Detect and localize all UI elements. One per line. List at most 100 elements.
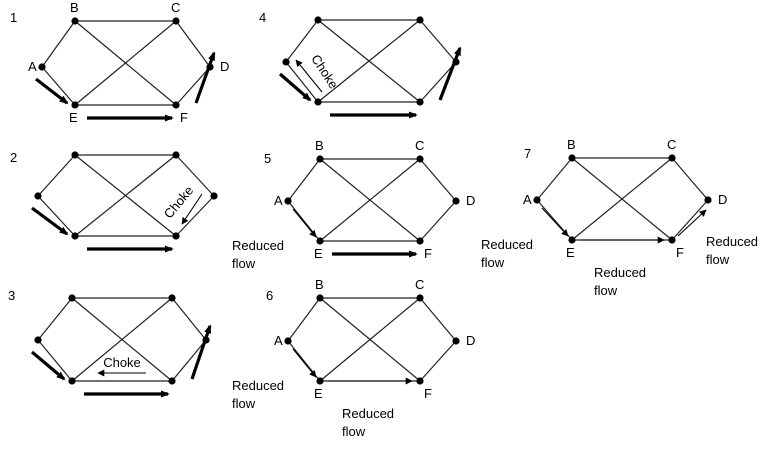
node-c <box>416 16 424 24</box>
node-c <box>416 155 424 163</box>
node-a <box>34 336 42 344</box>
reduced-flow-note-a-e: Reduced flow <box>481 237 533 270</box>
flow-arrow-a-e <box>292 348 317 378</box>
road-a-e <box>37 339 73 382</box>
road-f-d <box>419 340 457 382</box>
panel-number: 5 <box>264 151 271 166</box>
road-a-b <box>37 297 73 341</box>
panel-7: 7 A B C D E F Reduced flow Reduced flow Reduced flow <box>481 137 758 298</box>
road-a-e <box>287 200 321 242</box>
road-a-b <box>287 297 321 342</box>
reduced-flow-note-a-e: Reduced flow <box>232 238 284 271</box>
node-e <box>71 101 79 109</box>
road-c-e <box>74 154 177 237</box>
node-f <box>172 232 180 240</box>
panel-4: 4 Choke <box>259 10 462 119</box>
node-c <box>172 17 180 25</box>
choke-arrow-d-f <box>181 193 203 225</box>
flow-arrow-f-d <box>194 51 216 104</box>
node-label-a: A <box>274 333 283 348</box>
node-e <box>568 236 576 244</box>
panel-3: 3 Choke <box>8 288 212 398</box>
node-label-d: D <box>466 193 475 208</box>
flow-arrow-a-e <box>31 206 69 236</box>
node-c <box>668 154 676 162</box>
node-c <box>168 294 176 302</box>
node-a <box>284 197 292 205</box>
road-f-d <box>175 66 211 106</box>
road-a-b <box>536 157 573 201</box>
node-e <box>316 237 324 245</box>
panel-6: 6 A B C D E F Reduced flow Reduced flow <box>232 277 475 439</box>
road-c-d <box>419 19 457 63</box>
choke-label: Choke <box>103 355 141 370</box>
node-label-c: C <box>415 277 424 292</box>
node-b <box>71 151 79 159</box>
node-d <box>210 192 218 200</box>
node-label-f: F <box>424 246 432 261</box>
node-e <box>314 98 322 106</box>
node-b <box>568 154 576 162</box>
node-label-c: C <box>171 0 180 15</box>
node-f <box>172 101 180 109</box>
road-c-d <box>419 297 457 342</box>
road-f-d <box>175 195 215 237</box>
flow-arrow-a-e <box>278 72 312 102</box>
node-label-a: A <box>28 59 37 74</box>
node-a <box>282 58 290 66</box>
road-f-d <box>419 200 457 242</box>
panel-1: 1 A B C D E F <box>10 0 229 125</box>
reduced-flow-note-e-f: Reduced flow <box>594 265 646 298</box>
node-f <box>668 236 676 244</box>
node-label-b: B <box>315 138 324 153</box>
node-label-f: F <box>424 386 432 401</box>
road-f-d <box>171 339 207 382</box>
node-label-b: B <box>70 0 79 15</box>
road-c-e <box>319 297 421 382</box>
road-c-e <box>571 157 673 241</box>
road-f-d <box>671 199 709 241</box>
node-label-c: C <box>415 138 424 153</box>
node-label-e: E <box>314 246 323 261</box>
road-a-e <box>287 340 321 382</box>
node-label-e: E <box>69 110 78 125</box>
road-c-d <box>175 154 215 197</box>
node-f <box>416 377 424 385</box>
flow-arrow-f-d <box>438 46 462 101</box>
flow-arrow-a-e <box>35 77 69 105</box>
flow-arrow-a-e <box>30 350 66 381</box>
node-d <box>452 337 460 345</box>
node-b <box>68 294 76 302</box>
road-a-b <box>41 20 76 68</box>
node-c <box>416 294 424 302</box>
road-c-d <box>671 157 709 201</box>
node-b <box>316 155 324 163</box>
node-e <box>68 377 76 385</box>
node-label-a: A <box>274 193 283 208</box>
node-b <box>316 294 324 302</box>
road-f-d <box>419 61 457 103</box>
road-c-e <box>74 20 177 106</box>
node-d <box>452 197 460 205</box>
road-c-e <box>319 158 421 242</box>
flow-arrow-f-d <box>677 209 707 237</box>
road-c-d <box>419 158 457 202</box>
road-a-e <box>37 195 76 237</box>
choke-label: Choke <box>161 183 197 221</box>
node-a <box>38 63 46 71</box>
node-label-d: D <box>718 192 727 207</box>
node-c <box>172 151 180 159</box>
panel-2: 2 Choke <box>10 150 218 253</box>
panel-5: 5 A B C D E F Reduced flow <box>232 138 475 271</box>
choke-arrow-e-a <box>295 59 323 93</box>
node-d <box>704 196 712 204</box>
road-a-e <box>41 66 76 106</box>
node-f <box>416 237 424 245</box>
panel-number: 4 <box>259 10 266 25</box>
node-b <box>71 17 79 25</box>
node-label-e: E <box>566 245 575 260</box>
panel-number: 2 <box>10 150 17 165</box>
node-b <box>314 16 322 24</box>
node-label-d: D <box>220 59 229 74</box>
